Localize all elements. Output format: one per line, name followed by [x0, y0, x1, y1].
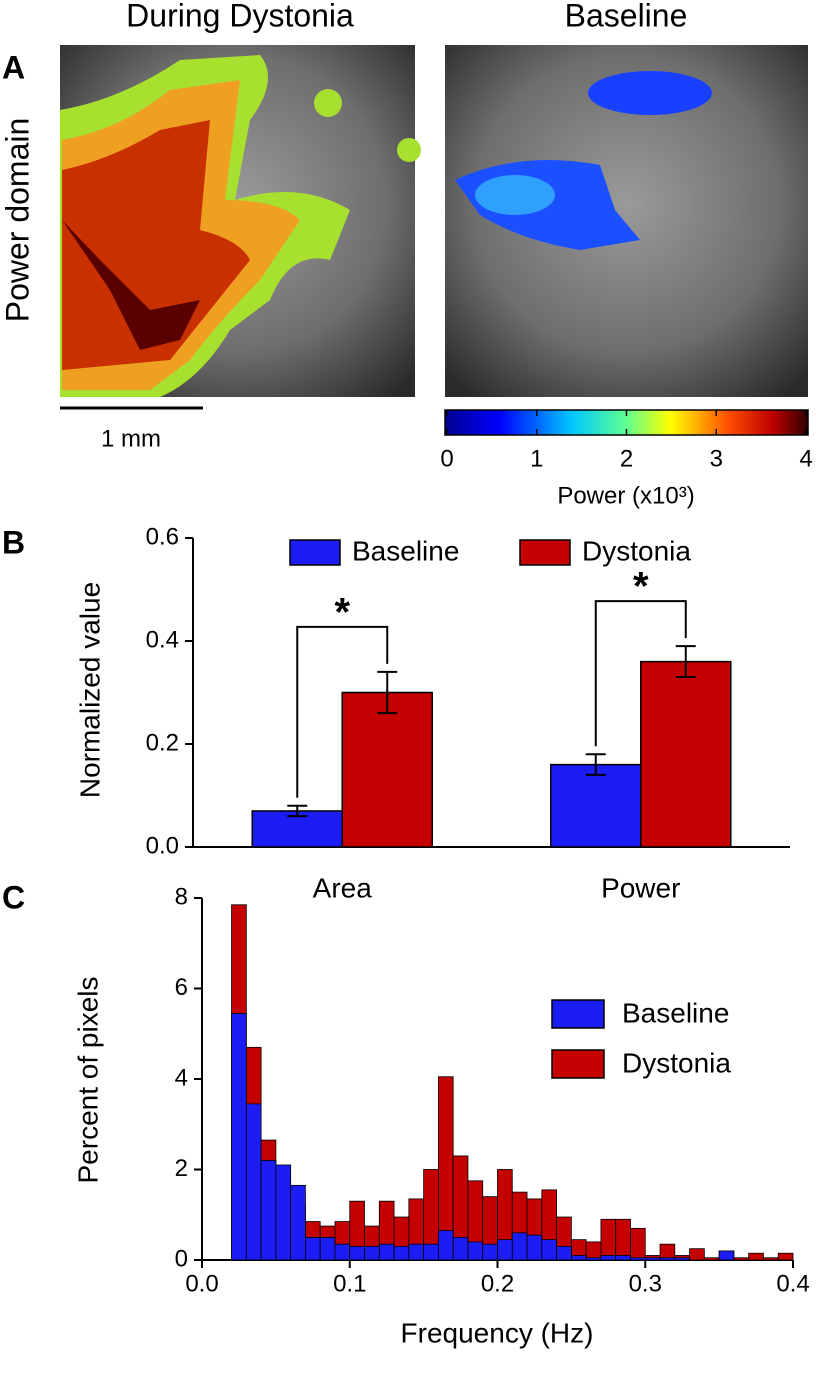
panel-label: C: [2, 879, 25, 915]
histogram-bar: [482, 1243, 498, 1261]
histogram-bar: [733, 1257, 750, 1261]
histogram-bar: [260, 1160, 277, 1261]
histogram-bar: [600, 1218, 617, 1261]
x-axis-label: Frequency (Hz): [401, 1317, 594, 1348]
significance-bracket: [594, 600, 687, 747]
colorbar-tick-label: 1: [530, 445, 543, 472]
x-tick-label: Area: [313, 872, 373, 903]
y-tick-label: 0: [175, 1245, 188, 1272]
significance-star: *: [334, 590, 350, 634]
histogram-bar: [275, 1164, 292, 1261]
y-axis-label: Normalized value: [74, 582, 105, 798]
legend-swatch: [519, 539, 571, 566]
image-title: Baseline: [565, 0, 688, 33]
legend-swatch: [289, 539, 341, 566]
histogram-bar: [526, 1234, 543, 1261]
bar: [550, 763, 642, 848]
y-tick-label: 0.2: [146, 729, 179, 756]
legend-swatch: [551, 1049, 605, 1079]
histogram-bar: [644, 1257, 661, 1261]
y-tick-label: 8: [175, 883, 188, 910]
histogram-bar: [585, 1241, 602, 1261]
y-tick-label: 6: [175, 974, 188, 1001]
panel-label: B: [2, 524, 25, 560]
scale-bar-label: 1 mm: [101, 425, 161, 452]
legend-label: Baseline: [622, 997, 729, 1028]
y-tick-label: 0.6: [146, 523, 179, 550]
histogram-bar: [245, 1103, 262, 1261]
histogram-bar: [467, 1241, 484, 1261]
histogram-bar: [497, 1239, 513, 1261]
significance-bracket: [296, 625, 389, 798]
y-tick-label: 0.4: [146, 626, 179, 653]
bar: [341, 691, 433, 848]
panel-label: A: [2, 49, 25, 85]
histogram-bar: [600, 1255, 617, 1261]
histogram-bar: [437, 1230, 454, 1261]
histogram-bar: [364, 1246, 380, 1261]
histogram-bar: [659, 1257, 676, 1261]
y-axis-label: Percent of pixels: [72, 977, 103, 1184]
legend-label: Dystonia: [622, 1047, 731, 1078]
image-dystonia: [60, 45, 421, 397]
colorbar-tick-label: 0: [440, 445, 453, 472]
row-label: Power domain: [0, 118, 35, 323]
histogram-bar: [378, 1243, 395, 1261]
x-tick-label: 0.1: [333, 1270, 366, 1297]
histogram-bar: [556, 1246, 572, 1261]
histogram-bar: [511, 1232, 528, 1261]
histogram-bar: [231, 1012, 247, 1261]
histogram-bar: [748, 1252, 764, 1261]
legend-label: Baseline: [352, 535, 459, 566]
histogram-bar: [615, 1255, 631, 1261]
histogram-bar: [334, 1243, 351, 1261]
histogram-bar: [570, 1255, 587, 1261]
y-tick-label: 2: [175, 1155, 188, 1182]
histogram-bar: [674, 1257, 690, 1261]
bar: [640, 660, 732, 848]
colorbar-label: Power (x10³): [557, 482, 694, 509]
histogram-bar: [585, 1257, 602, 1261]
histogram-bar: [423, 1243, 439, 1261]
histogram-bar: [777, 1252, 794, 1261]
histogram-bar: [630, 1227, 646, 1261]
colorbar-tick-label: 4: [799, 445, 812, 472]
histogram-bar: [689, 1248, 705, 1261]
x-tick-label: 0.4: [776, 1270, 809, 1297]
histogram-bar: [305, 1236, 321, 1261]
histogram-bar: [615, 1218, 631, 1261]
histogram-bar: [703, 1257, 720, 1261]
x-tick-label: Power: [601, 872, 680, 903]
histogram-bar: [393, 1246, 410, 1261]
legend-label: Dystonia: [582, 535, 691, 566]
histogram-bar: [630, 1257, 646, 1261]
histogram-bar: [541, 1239, 558, 1261]
x-tick-label: 0.3: [629, 1270, 662, 1297]
image-baseline: [445, 45, 808, 397]
image-title: During Dystonia: [126, 0, 354, 33]
colorbar-tick-label: 2: [620, 445, 633, 472]
histogram-bar: [718, 1250, 735, 1261]
histogram-bar: [349, 1246, 365, 1261]
histogram-bar: [408, 1243, 425, 1261]
x-tick-label: 0.2: [481, 1270, 514, 1297]
x-tick-label: 0.0: [185, 1270, 218, 1297]
significance-star: *: [633, 565, 649, 609]
histogram-bar: [763, 1257, 779, 1261]
histogram-bar: [290, 1184, 306, 1261]
histogram-bar: [319, 1236, 336, 1261]
y-tick-label: 4: [175, 1064, 188, 1091]
histogram-bar: [452, 1236, 469, 1261]
colorbar-tick-label: 3: [710, 445, 723, 472]
y-tick-label: 0.0: [146, 832, 179, 859]
legend-swatch: [551, 999, 605, 1029]
